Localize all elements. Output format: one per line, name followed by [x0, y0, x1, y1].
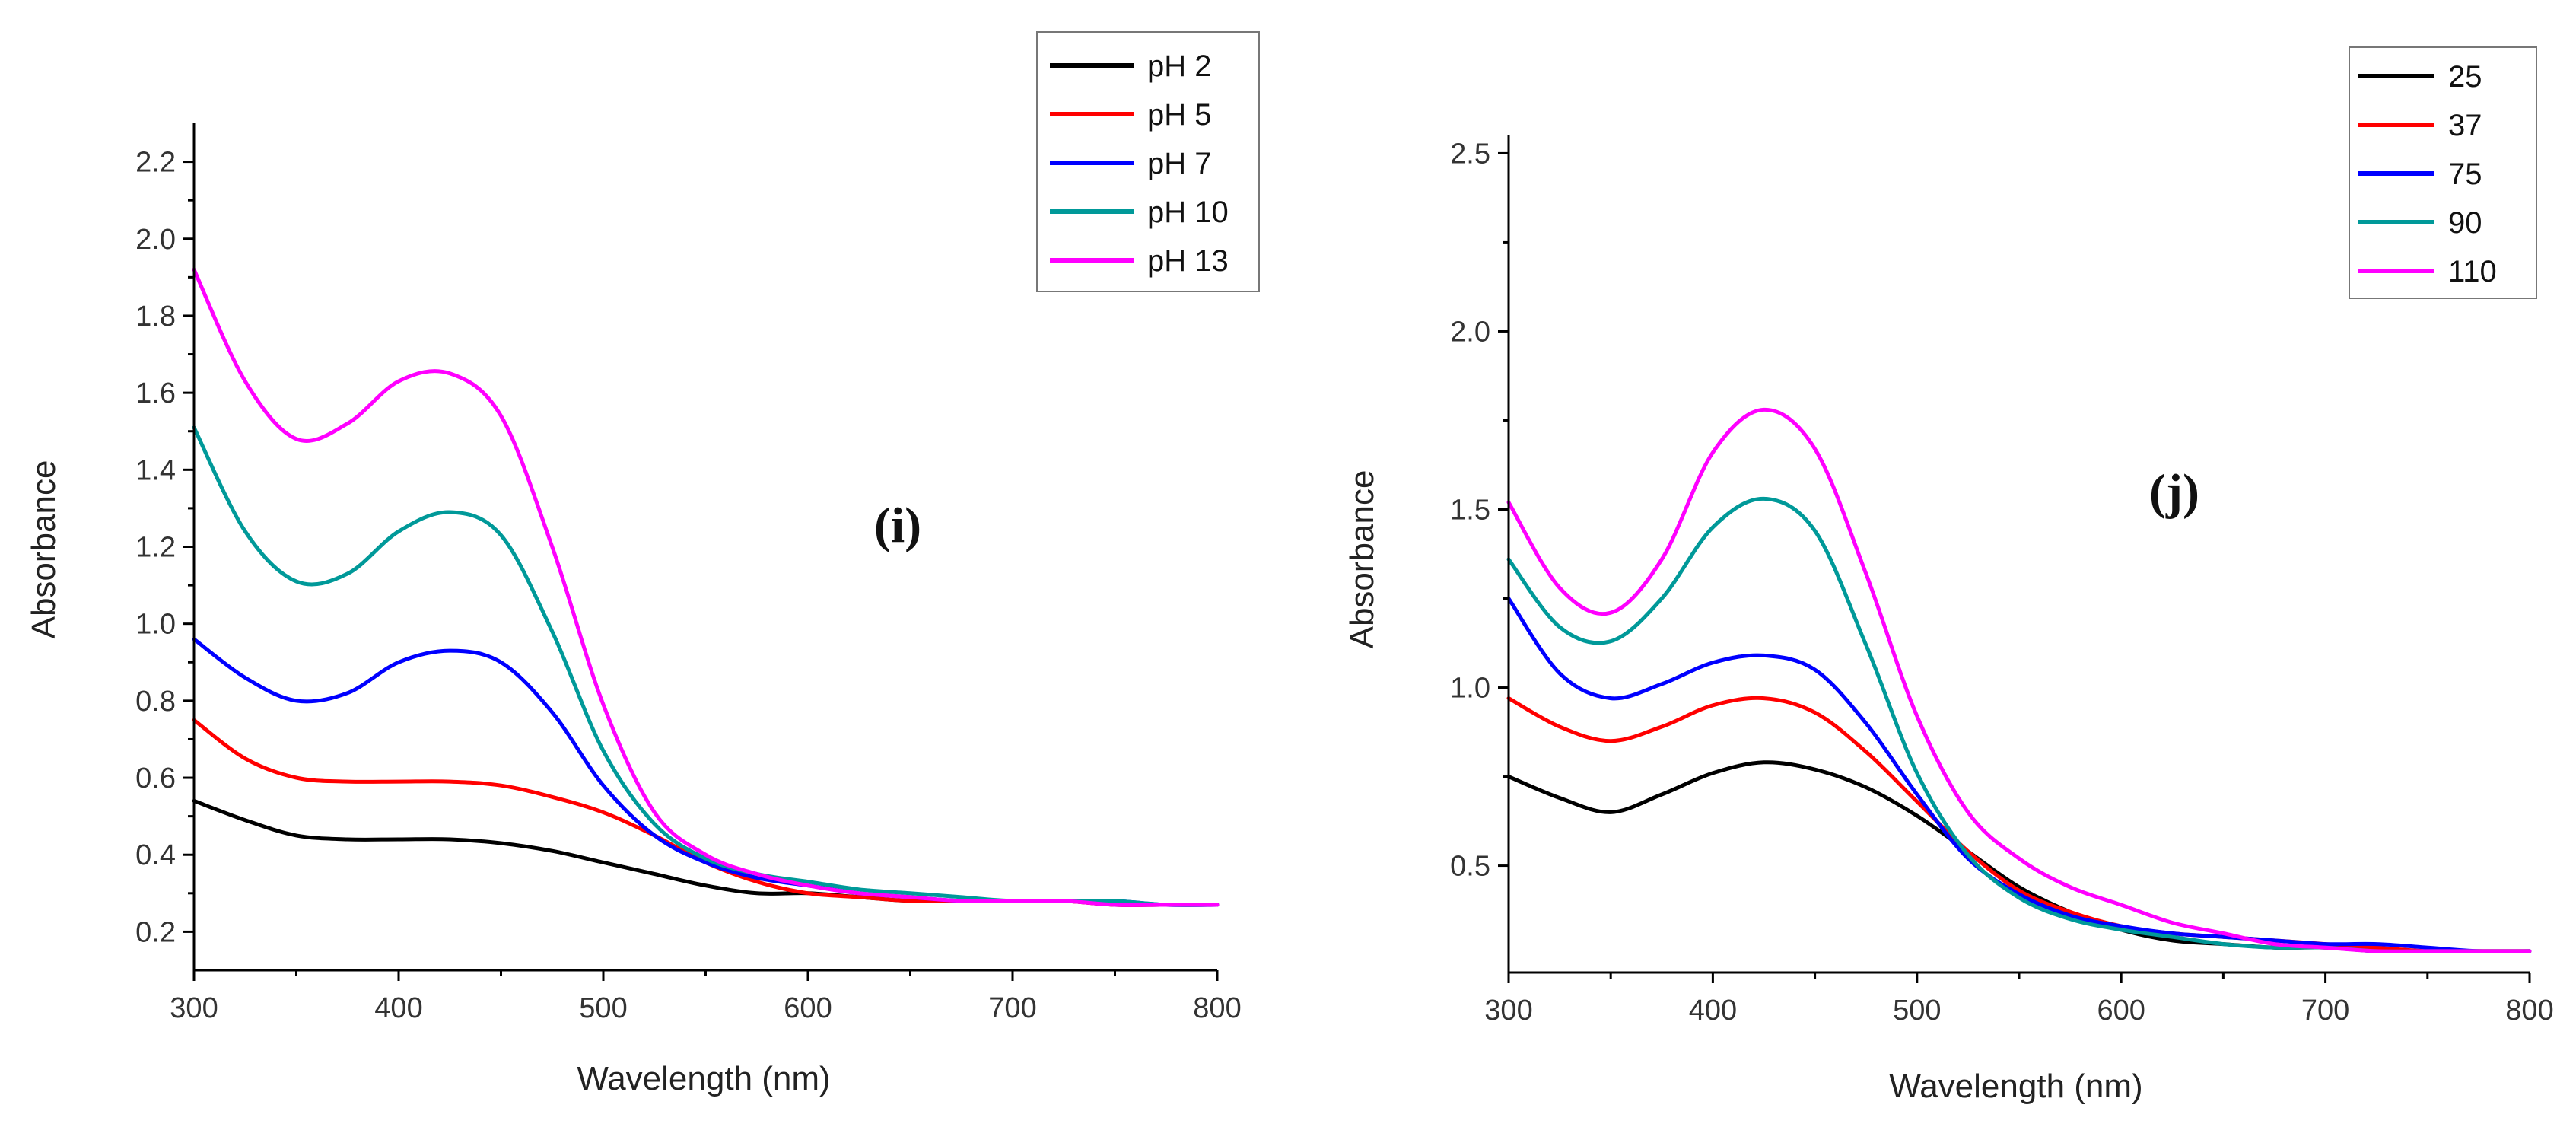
legend-label-i-2: pH 7	[1147, 147, 1212, 180]
legend-j: 25 37 75 90 110	[2349, 46, 2537, 299]
legend-label-j-1: 37	[2448, 109, 2482, 142]
x-tick-label-i-1: 400	[374, 992, 422, 1024]
y-tick-label-i-9: 2.0	[135, 224, 176, 256]
x-tick-label-j-1: 400	[1689, 995, 1737, 1027]
y-tick-label-j-1: 1.0	[1450, 673, 1490, 705]
legend-label-j-2: 75	[2448, 158, 2482, 191]
legend-label-i-4: pH 13	[1147, 244, 1229, 278]
x-tick-label-i-2: 500	[579, 992, 627, 1024]
chart-panel-j: 300 400 500 600 700 800 0.5 1.0 1.5 2.0 2.5 Wavele…	[1344, 46, 2554, 1105]
y-tick-label-i-4: 1.0	[135, 609, 176, 641]
legend-label-j-4: 110	[2448, 255, 2497, 288]
x-axis-title-i: Wavelength (nm)	[577, 1060, 830, 1097]
y-tick-label-j-2: 1.5	[1450, 494, 1490, 526]
chart-panel-i: 300 400 500 600 700 800 0.2 0.4 0.6 0.8 1.0 1.2 1.4 1…	[25, 31, 1260, 1097]
x-tick-label-j-2: 500	[1893, 995, 1941, 1027]
y-tick-label-i-1: 0.4	[135, 839, 176, 871]
panel-label-i: (i)	[874, 498, 921, 553]
y-axis-title-j: Absorbance	[1344, 470, 1381, 649]
y-tick-label-i-3: 0.8	[135, 686, 176, 718]
series-line-i-4	[192, 267, 1220, 907]
x-tick-label-i-3: 600	[784, 992, 832, 1024]
y-tick-label-j-0: 0.5	[1450, 851, 1490, 883]
y-tick-label-i-2: 0.6	[135, 762, 176, 794]
y-tick-label-i-6: 1.4	[135, 454, 176, 486]
legend-label-j-3: 90	[2448, 206, 2482, 240]
series-line-i-3	[192, 425, 1220, 907]
ticks-i: 300 400 500 600 700 800 0.2 0.4 0.6 0.8 1.0 1.2 1.4 1…	[135, 147, 1242, 1024]
y-tick-label-i-7: 1.6	[135, 377, 176, 409]
x-tick-label-i-4: 700	[988, 992, 1036, 1024]
series-line-j-1	[1506, 696, 2532, 953]
series-line-j-4	[1506, 407, 2532, 953]
y-tick-label-i-8: 1.8	[135, 301, 176, 333]
legend-i: pH 2 pH 5 pH 7 pH 10 pH 13	[1036, 31, 1260, 292]
legend-label-j-0: 25	[2448, 60, 2482, 94]
x-tick-label-j-0: 300	[1484, 995, 1532, 1027]
x-axis-title-j: Wavelength (nm)	[1889, 1068, 2142, 1105]
y-axis-title-i: Absorbance	[25, 460, 62, 639]
x-tick-label-j-5: 800	[2505, 995, 2553, 1027]
y-tick-label-i-10: 2.2	[135, 147, 176, 179]
x-tick-label-i-5: 800	[1193, 992, 1241, 1024]
x-tick-label-i-0: 300	[170, 992, 218, 1024]
panel-label-j: (j)	[2149, 464, 2199, 520]
y-tick-label-j-4: 2.5	[1450, 138, 1490, 170]
series-line-i-2	[192, 637, 1220, 907]
legend-label-i-3: pH 10	[1147, 196, 1229, 229]
y-tick-label-i-5: 1.2	[135, 532, 176, 564]
legend-label-i-0: pH 2	[1147, 49, 1212, 83]
ticks-j: 300 400 500 600 700 800 0.5 1.0 1.5 2.0 2.5	[1450, 138, 2554, 1027]
y-tick-label-i-0: 0.2	[135, 916, 176, 948]
series-line-i-1	[192, 718, 1220, 907]
series-lines-i	[192, 267, 1220, 907]
legend-label-i-1: pH 5	[1147, 98, 1212, 132]
x-tick-label-j-4: 700	[2301, 995, 2349, 1027]
x-tick-label-j-3: 600	[2097, 995, 2145, 1027]
series-lines-j	[1506, 407, 2532, 953]
y-tick-label-j-3: 2.0	[1450, 316, 1490, 348]
